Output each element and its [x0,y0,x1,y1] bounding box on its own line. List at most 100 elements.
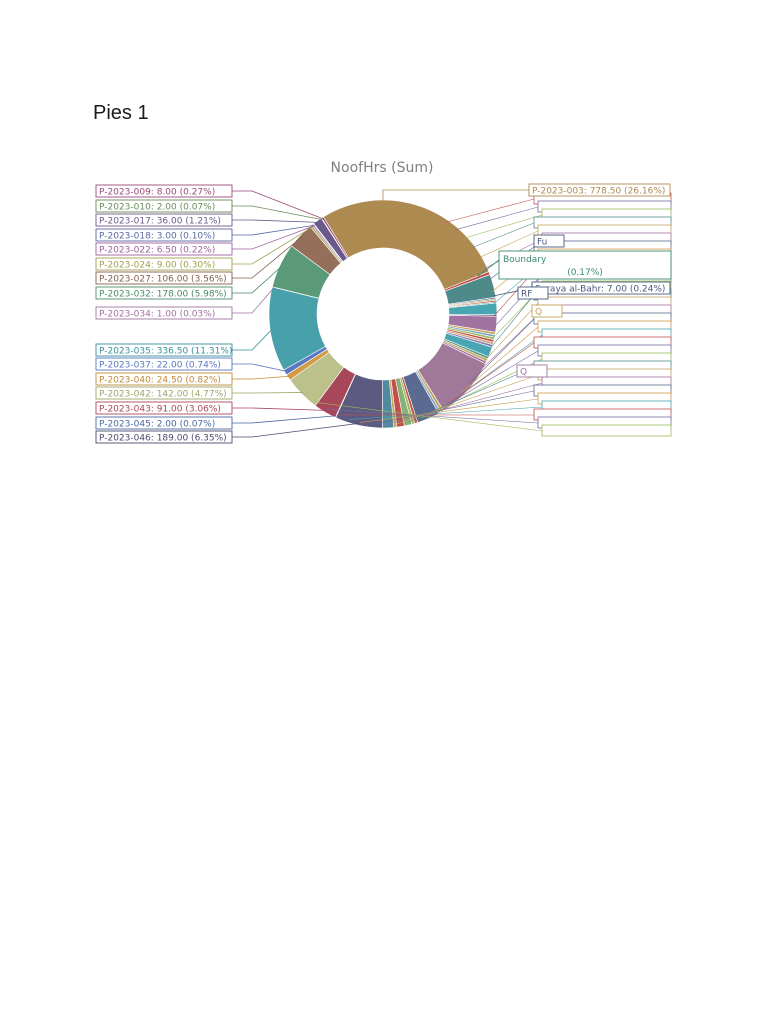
callout-left: P-2023-034: 1.00 (0.03%) [95,306,233,320]
callout-text: P-2023-032: 178.00 (5.98%) [99,290,227,300]
callout-text: P-2023-035: 336.50 (11.31%) [99,347,232,357]
leader-line [359,398,539,423]
callout-left: P-2023-032: 178.00 (5.98%) [95,286,233,300]
callout-box [95,401,233,415]
leader-line [232,236,302,279]
leader-line [232,287,275,314]
callout-text: P-2023-003: 778.50 (26.16%) [532,187,665,197]
callout-text: P-2023-040: 24.50 (0.82%) [99,376,221,386]
callout-box [528,183,671,197]
callout-left: P-2023-037: 22.00 (0.74%) [95,357,233,371]
callout-left: P-2023-017: 36.00 (1.21%) [95,213,233,227]
callout-box [95,199,233,213]
callout-box [95,257,233,271]
leader-line [382,189,529,200]
callout-text: P-2023-024: 9.00 (0.30%) [99,261,215,271]
leader-line [476,310,543,375]
leader-line [232,375,290,380]
leader-line [372,390,535,425]
leader-line [478,230,539,259]
pie-slice[interactable] [323,199,490,290]
callout-left: P-2023-022: 6.50 (0.22%) [95,242,233,256]
callout-box [95,228,233,242]
callout-box [517,286,549,300]
callout-text: P-2023-017: 36.00 (1.21%) [99,217,221,227]
callout-stack-box [541,424,672,437]
leader-line [326,408,539,424]
callout-partial: RF [517,286,549,300]
leader-line [232,190,324,220]
leader-line [384,382,543,426]
leader-line [348,406,543,420]
pie-slice[interactable] [321,216,349,259]
callout-box [95,213,233,227]
callout-text: Q [535,308,542,318]
callout-text: P-2023-042: 142.00 (4.77%) [99,390,227,400]
callout-text: P-2023-027: 106.00 (3.56%) [99,275,227,285]
callout-text: RF [521,290,532,300]
callout-text: P-2023-046: 189.00 (6.35%) [99,434,227,444]
callout-box [498,250,672,280]
callout-left: P-2023-043: 91.00 (3.06%) [95,401,233,415]
leader-line [232,329,273,351]
leader-line [396,374,539,425]
callout-box [95,416,233,430]
callout-left: P-2023-024: 9.00 (0.30%) [95,257,233,271]
callout-box [516,364,548,378]
callout-right: Saraya al-Bahr: 7.00 (0.24%) [531,281,671,295]
callout-left: P-2023-027: 106.00 (3.56%) [95,271,233,285]
callout-text: Saraya al-Bahr: 7.00 (0.24%) [535,285,665,295]
callout-box [95,386,233,400]
callout-boundary: Boundary (0.17%) [498,250,672,280]
callout-partial: Fu [533,234,565,248]
leader-line [471,222,535,248]
leader-line [232,415,337,424]
callout-text: P-2023-037: 22.00 (0.74%) [99,361,221,371]
callout-text: Fu [537,238,547,248]
leader-line [232,363,287,372]
callout-left: P-2023-009: 8.00 (0.27%) [95,184,233,198]
leader-line [315,402,543,432]
callout-box [95,286,233,300]
callout-box [531,304,563,318]
callout-box [95,306,233,320]
callout-box [95,343,233,357]
callout-left: P-2023-018: 3.00 (0.10%) [95,228,233,242]
chart-title: NoofHrs (Sum) [331,160,434,176]
leader-line [232,265,282,294]
leader-line [232,226,313,265]
callout-text: Q [520,368,527,378]
callout-box [95,184,233,198]
callout-text: (0.17%) [567,268,603,278]
callout-left: P-2023-045: 2.00 (0.07%) [95,416,233,430]
leader-line [451,334,543,402]
leader-line [455,206,539,231]
leader-line [232,407,326,411]
leader-line [232,225,314,250]
leader-line [464,214,543,239]
leader-line [482,302,539,364]
leader-line [441,342,535,409]
leader-line [232,219,319,223]
leader-line [232,392,304,394]
leader-line [232,422,359,438]
callout-text: P-2023-043: 91.00 (3.06%) [99,405,221,415]
leader-line [431,350,539,415]
callout-box [95,372,233,386]
leader-line [445,198,535,223]
callout-box [95,430,233,444]
callout-text: P-2023-045: 2.00 (0.07%) [99,420,215,430]
callout-partial: Q [531,304,563,318]
callout-left: P-2023-046: 189.00 (6.35%) [95,430,233,444]
callout-partial: Q [516,364,548,378]
callout-box [95,357,233,371]
callout-text: P-2023-010: 2.00 (0.07%) [99,203,215,213]
callout-right: P-2023-003: 778.50 (26.16%) [528,183,671,197]
callout-text: P-2023-022: 6.50 (0.22%) [99,246,215,256]
callout-text: P-2023-018: 3.00 (0.10%) [99,232,215,242]
callout-box [95,242,233,256]
callout-box [533,234,565,248]
callout-left: P-2023-035: 336.50 (11.31%) [95,343,233,357]
leader-line [477,259,500,277]
